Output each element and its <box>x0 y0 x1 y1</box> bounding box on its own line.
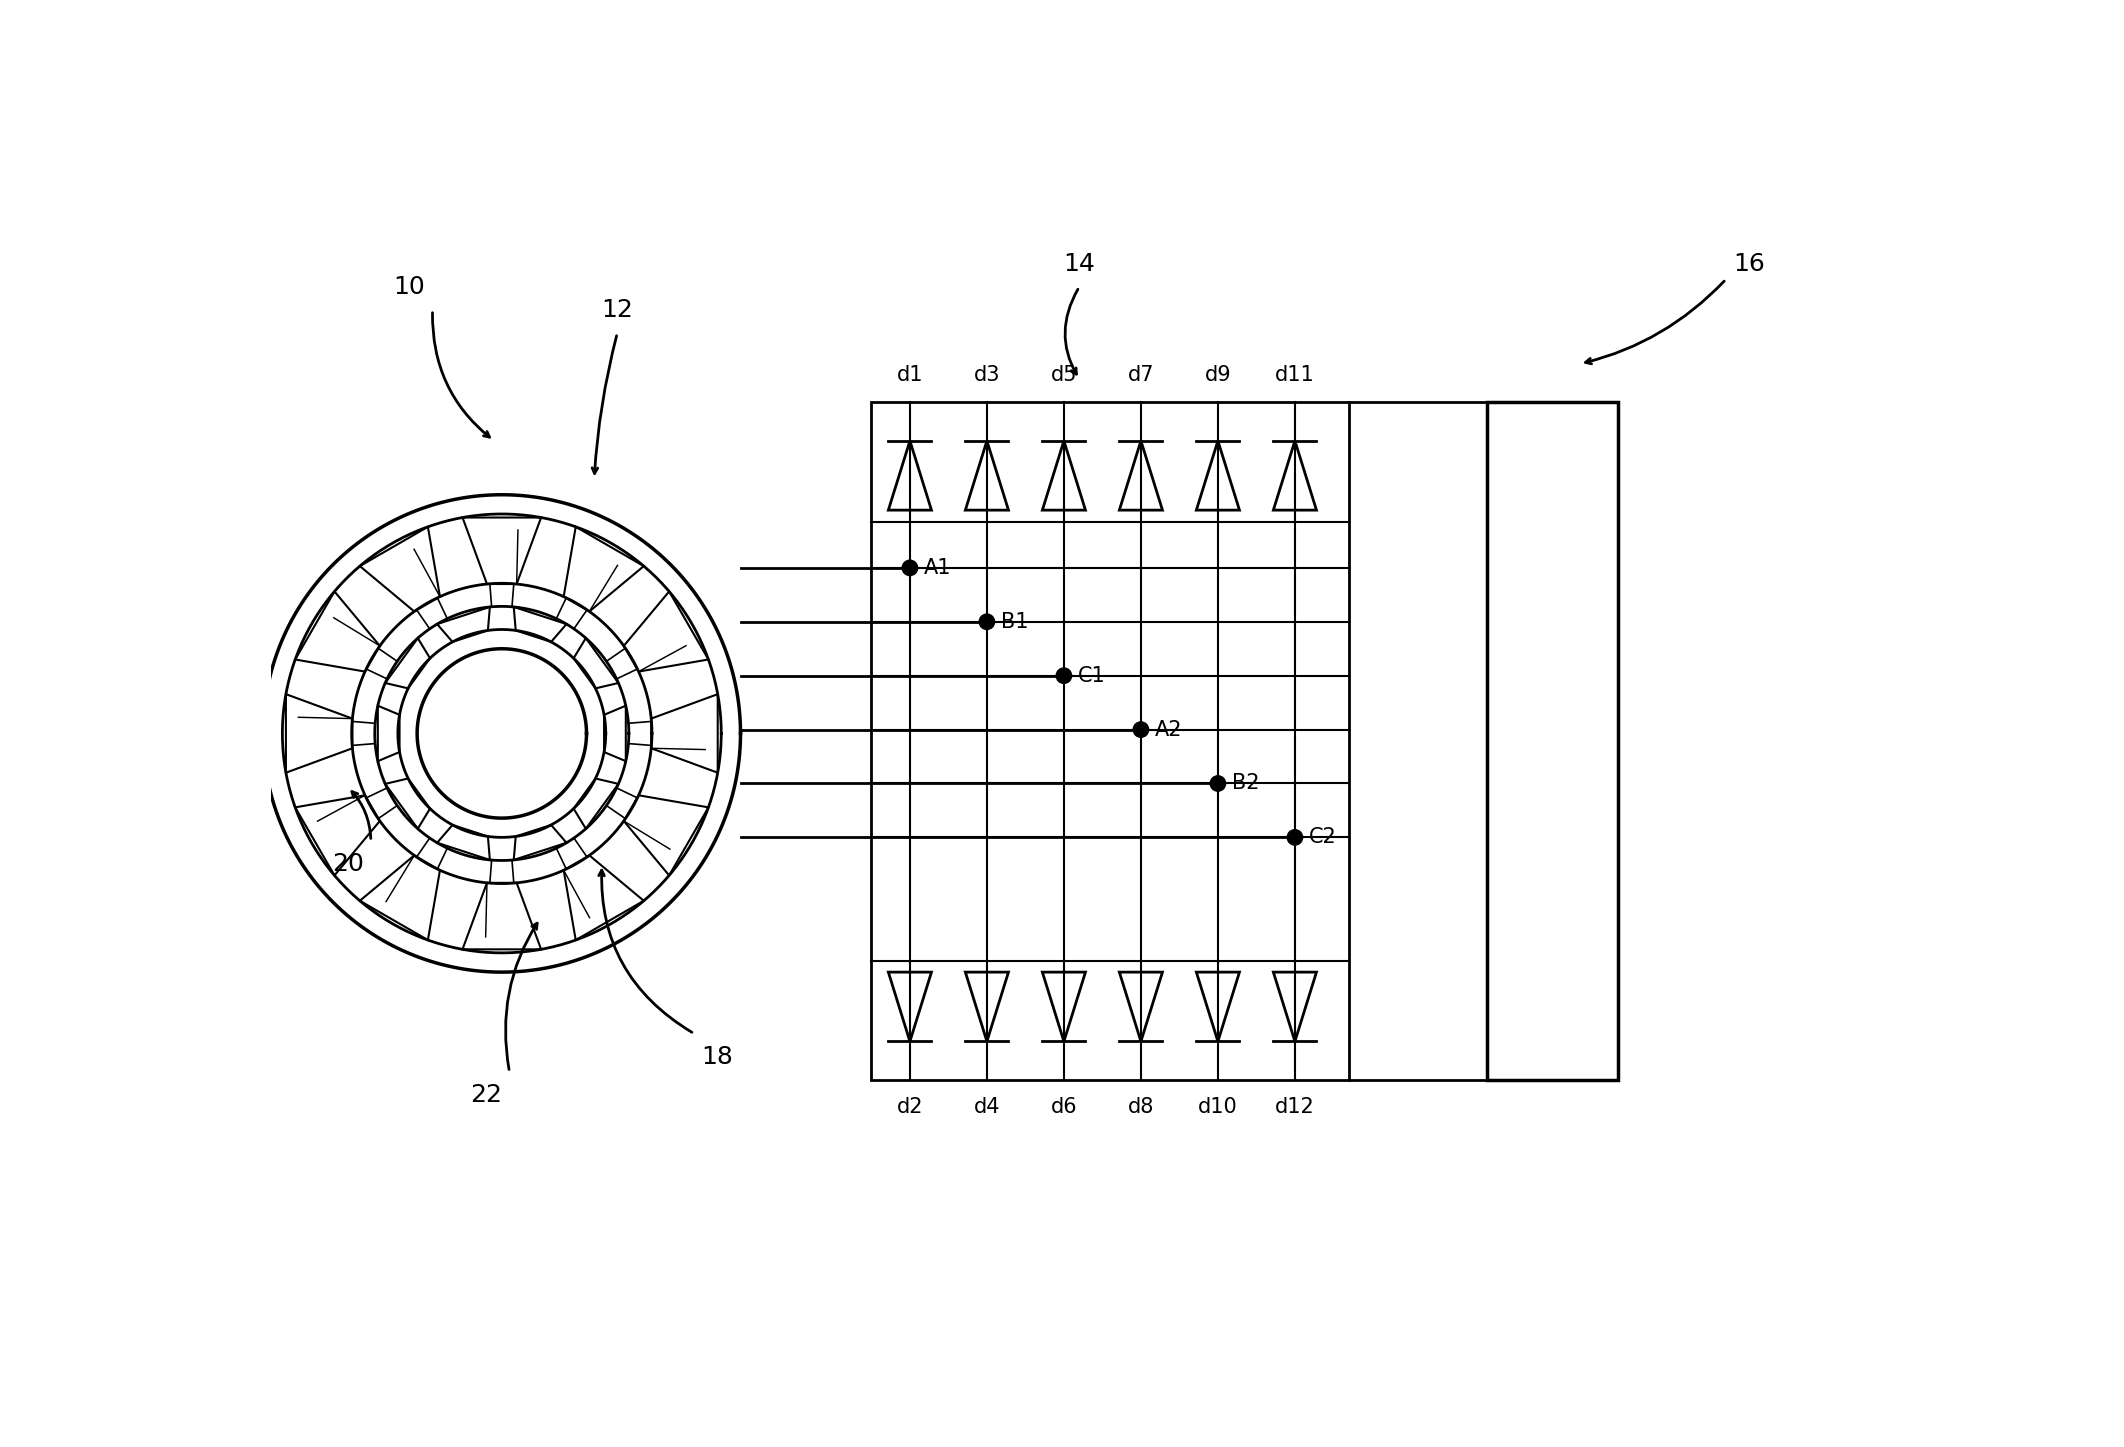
Text: B1: B1 <box>1000 612 1028 632</box>
Text: 18: 18 <box>701 1045 733 1069</box>
Circle shape <box>979 614 994 629</box>
Text: d1: d1 <box>896 366 924 385</box>
Text: 16: 16 <box>1733 252 1765 276</box>
Text: d6: d6 <box>1051 1097 1077 1117</box>
Text: 10: 10 <box>393 275 425 300</box>
Text: d11: d11 <box>1274 366 1315 385</box>
Text: d3: d3 <box>973 366 1000 385</box>
Text: C2: C2 <box>1308 828 1336 848</box>
Text: B2: B2 <box>1232 774 1260 793</box>
Circle shape <box>1211 776 1226 792</box>
Text: 22: 22 <box>469 1084 503 1107</box>
Text: d5: d5 <box>1051 366 1077 385</box>
Bar <box>871 402 1349 1079</box>
Circle shape <box>903 560 918 576</box>
Text: d4: d4 <box>973 1097 1000 1117</box>
Text: A1: A1 <box>924 559 952 577</box>
Text: d12: d12 <box>1274 1097 1315 1117</box>
Text: d7: d7 <box>1128 366 1153 385</box>
Text: d10: d10 <box>1198 1097 1238 1117</box>
Text: d2: d2 <box>896 1097 924 1117</box>
Text: d8: d8 <box>1128 1097 1153 1117</box>
Text: d9: d9 <box>1204 366 1232 385</box>
Text: C1: C1 <box>1077 666 1104 686</box>
Text: 14: 14 <box>1064 252 1096 276</box>
Circle shape <box>1134 722 1149 738</box>
Bar <box>1487 402 1618 1079</box>
Text: A2: A2 <box>1155 719 1183 739</box>
Text: 12: 12 <box>601 298 633 321</box>
Circle shape <box>1287 829 1302 845</box>
Text: 20: 20 <box>331 852 363 877</box>
Circle shape <box>1056 669 1073 683</box>
